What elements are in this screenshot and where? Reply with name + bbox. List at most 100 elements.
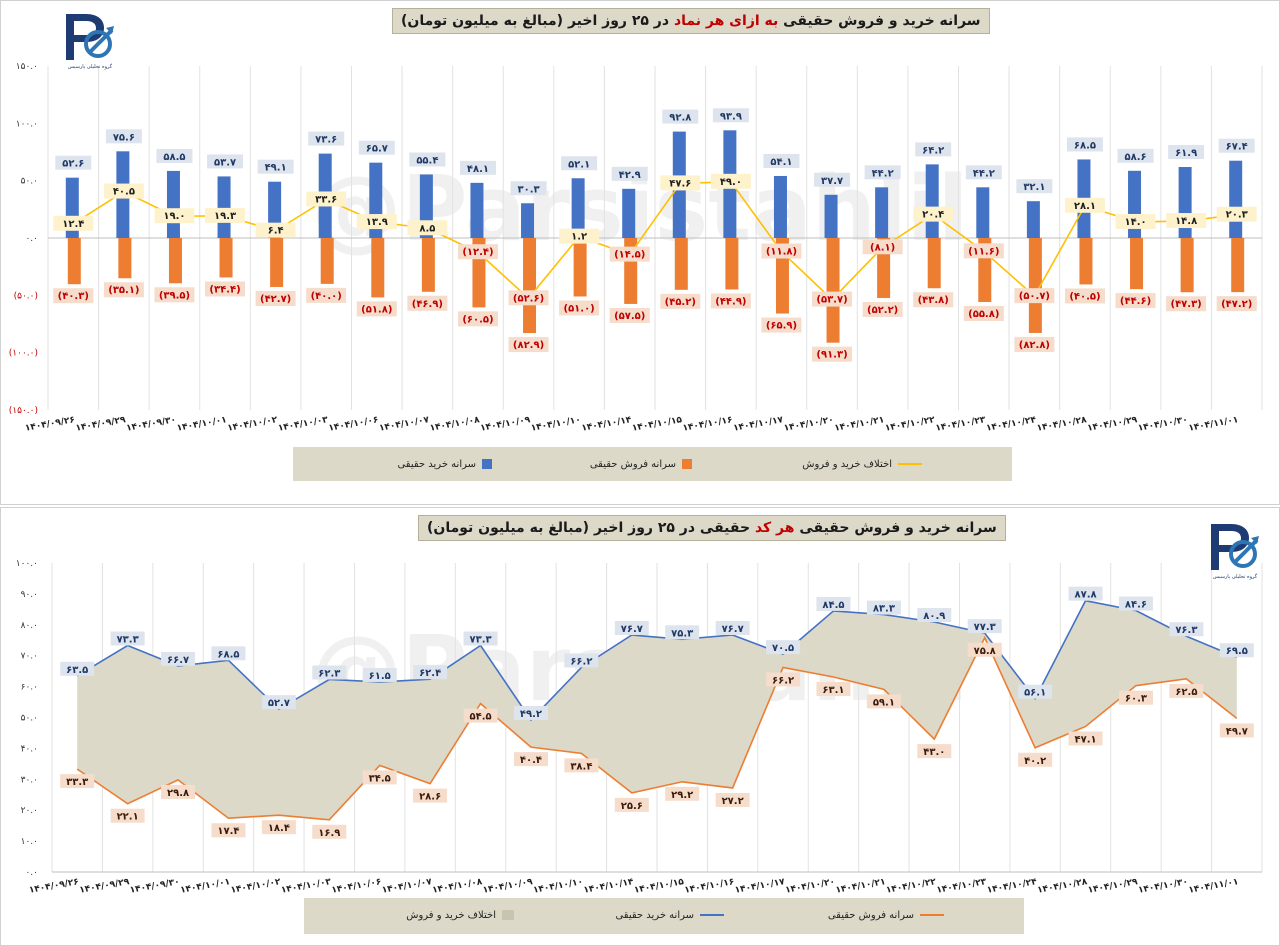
sell-bar bbox=[219, 238, 233, 278]
buy-data-label: ۴۲.۹ bbox=[619, 170, 641, 181]
diff-label-bg bbox=[963, 243, 1004, 259]
buy-data-label: ۷۳.۳ bbox=[117, 635, 139, 646]
chart1-title-part1: سرانه خرید و فروش حقیقی bbox=[778, 13, 981, 29]
buy-data-label: ۵۳.۷ bbox=[214, 157, 236, 168]
buy-label-bg bbox=[211, 646, 246, 661]
sell-label-bg bbox=[913, 292, 954, 308]
buy-label-bg bbox=[715, 620, 750, 635]
buy-label-bg bbox=[409, 152, 446, 167]
buy-data-label: ۶۵.۷ bbox=[366, 144, 388, 155]
sell-data-label: (۸۲.۹) bbox=[513, 340, 544, 351]
diff-label-bg bbox=[862, 239, 903, 255]
sell-label-bg bbox=[1216, 296, 1257, 312]
y-tick-label: ۵۰.۰ bbox=[21, 714, 38, 724]
buy-bar bbox=[976, 187, 990, 238]
chart1-svg: @Parsistahlil۱۵۰.۰۱۰۰.۰۵۰.۰۰.۰(۵۰.۰)(۱۰۰… bbox=[9, 62, 1263, 434]
sell-label-bg bbox=[211, 823, 246, 838]
buy-label-bg bbox=[917, 608, 952, 623]
sell-label-bg bbox=[1064, 288, 1105, 304]
y-tick-label: ۱۰۰.۰ bbox=[16, 119, 38, 129]
diff-data-label: ۴۷.۶ bbox=[669, 178, 691, 189]
buy-data-label: ۶۶.۲ bbox=[570, 656, 592, 667]
sell-bar bbox=[826, 238, 840, 343]
buy-data-label: ۷۶.۷ bbox=[621, 624, 643, 635]
brand-logo-2: گروه تحلیلی پارسیس bbox=[1205, 518, 1265, 580]
sell-label-bg bbox=[812, 346, 853, 362]
buy-label-bg bbox=[814, 172, 851, 187]
sell-bar bbox=[1130, 238, 1144, 290]
x-tick-label: ۱۴۰۴/۱۰/۱۷ bbox=[734, 877, 786, 896]
sell-data-label: ۴۰.۲ bbox=[1024, 756, 1046, 767]
buy-label-bg bbox=[55, 155, 92, 170]
x-tick-label: ۱۴۰۴/۱۱/۰۱ bbox=[1188, 877, 1240, 896]
sell-label-bg bbox=[862, 301, 903, 317]
diff-data-label: (۵۰.۷) bbox=[1019, 291, 1050, 302]
sell-data-label: (۴۷.۳) bbox=[1171, 299, 1202, 310]
sell-bar bbox=[927, 238, 941, 289]
buy-data-label: ۴۴.۲ bbox=[872, 168, 894, 179]
sell-data-label: ۲۸.۶ bbox=[419, 792, 441, 803]
legend-label-diff: اختلاف خرید و فروش bbox=[802, 459, 892, 470]
sell-label-bg bbox=[161, 784, 196, 799]
x-tick-label: ۱۴۰۴/۱۰/۰۹ bbox=[482, 877, 534, 896]
diff-data-label: ۸.۵ bbox=[419, 223, 435, 234]
sell-bar bbox=[421, 238, 435, 292]
sell-bar bbox=[523, 238, 537, 334]
diff-data-label: ۶.۴ bbox=[268, 226, 284, 237]
sell-label-bg bbox=[609, 307, 650, 323]
x-tick-label: ۱۴۰۴/۱۰/۰۱ bbox=[179, 877, 231, 896]
chart1-legend: سرانه خرید حقیقی سرانه فروش حقیقی اختلاف… bbox=[293, 447, 1012, 481]
x-tick-label: ۱۴۰۴/۱۰/۲۱ bbox=[835, 877, 887, 896]
buy-data-label: ۶۸.۵ bbox=[1074, 140, 1096, 151]
sell-bar bbox=[1028, 238, 1042, 333]
sell-data-label: (۴۵.۲) bbox=[665, 297, 696, 308]
diff-data-label: ۴۹.۰ bbox=[720, 177, 742, 188]
sell-bar bbox=[1180, 238, 1194, 293]
sell-data-label: (۴۰.۳) bbox=[58, 291, 89, 302]
sell-label-bg bbox=[660, 293, 701, 309]
buy-label-bg bbox=[161, 651, 196, 666]
buy-label-bg bbox=[915, 142, 952, 157]
x-tick-label: ۱۴۰۴/۱۰/۰۶ bbox=[331, 877, 383, 896]
logo-mark-icon-2: گروه تحلیلی پارسیس bbox=[1211, 524, 1259, 580]
diff-data-label: ۲۰.۳ bbox=[1226, 210, 1248, 221]
buy-bar bbox=[521, 203, 535, 238]
sell-data-label: ۵۴.۵ bbox=[469, 712, 491, 723]
buy-label-bg bbox=[816, 596, 851, 611]
legend2-item-diff: اختلاف خرید و فروش bbox=[406, 910, 514, 921]
diff-data-label: ۴۰.۵ bbox=[113, 187, 135, 198]
sell-data-label: ۴۳.۰ bbox=[923, 747, 945, 758]
sell-label-bg bbox=[917, 744, 952, 759]
sell-data-label: (۵۷.۵) bbox=[614, 311, 645, 322]
sell-bar bbox=[725, 238, 739, 290]
y-tick-label: ۹۰.۰ bbox=[21, 590, 38, 600]
diff-label-bg bbox=[457, 244, 498, 260]
x-tick-label: ۱۴۰۴/۱۰/۲۳ bbox=[936, 877, 988, 896]
legend2-swatch-diff bbox=[502, 910, 514, 920]
diff-label-bg bbox=[761, 243, 802, 259]
sell-data-label: ۱۸.۴ bbox=[268, 823, 290, 834]
sell-label-bg bbox=[508, 337, 549, 353]
chart1-title-part3: در ۲۵ روز اخیر (مبالغ به میلیون تومان) bbox=[401, 13, 674, 29]
x-tick-label: ۱۴۰۴/۰۹/۲۶ bbox=[28, 877, 80, 896]
diff-label-bg bbox=[812, 291, 853, 307]
buy-data-label: ۴۴.۲ bbox=[973, 168, 995, 179]
buy-label-bg bbox=[513, 705, 548, 720]
diff-data-label: ۱۴.۰ bbox=[1124, 217, 1146, 228]
y-tick-label: ۴۰.۰ bbox=[21, 744, 38, 754]
sell-label-bg bbox=[816, 682, 851, 697]
sell-label-bg bbox=[1018, 752, 1053, 767]
buy-label-bg bbox=[1118, 596, 1153, 611]
sell-label-bg bbox=[53, 288, 94, 304]
chart1-title: سرانه خرید و فروش حقیقی به ازای هر نماد … bbox=[392, 8, 990, 34]
y-tick-label: ۵۰.۰ bbox=[21, 177, 38, 187]
buy-label-bg bbox=[864, 165, 901, 180]
sell-bar bbox=[573, 238, 587, 297]
sell-bar bbox=[1079, 238, 1093, 285]
x-tick-label: ۱۴۰۴/۱۰/۲۰ bbox=[784, 877, 836, 896]
sell-data-label: ۲۷.۲ bbox=[722, 796, 744, 807]
buy-data-label: ۶۲.۳ bbox=[318, 668, 340, 679]
buy-data-label: ۶۳.۵ bbox=[66, 665, 88, 676]
sell-data-label: ۲۵.۶ bbox=[621, 801, 643, 812]
sell-label-bg bbox=[1166, 296, 1207, 312]
